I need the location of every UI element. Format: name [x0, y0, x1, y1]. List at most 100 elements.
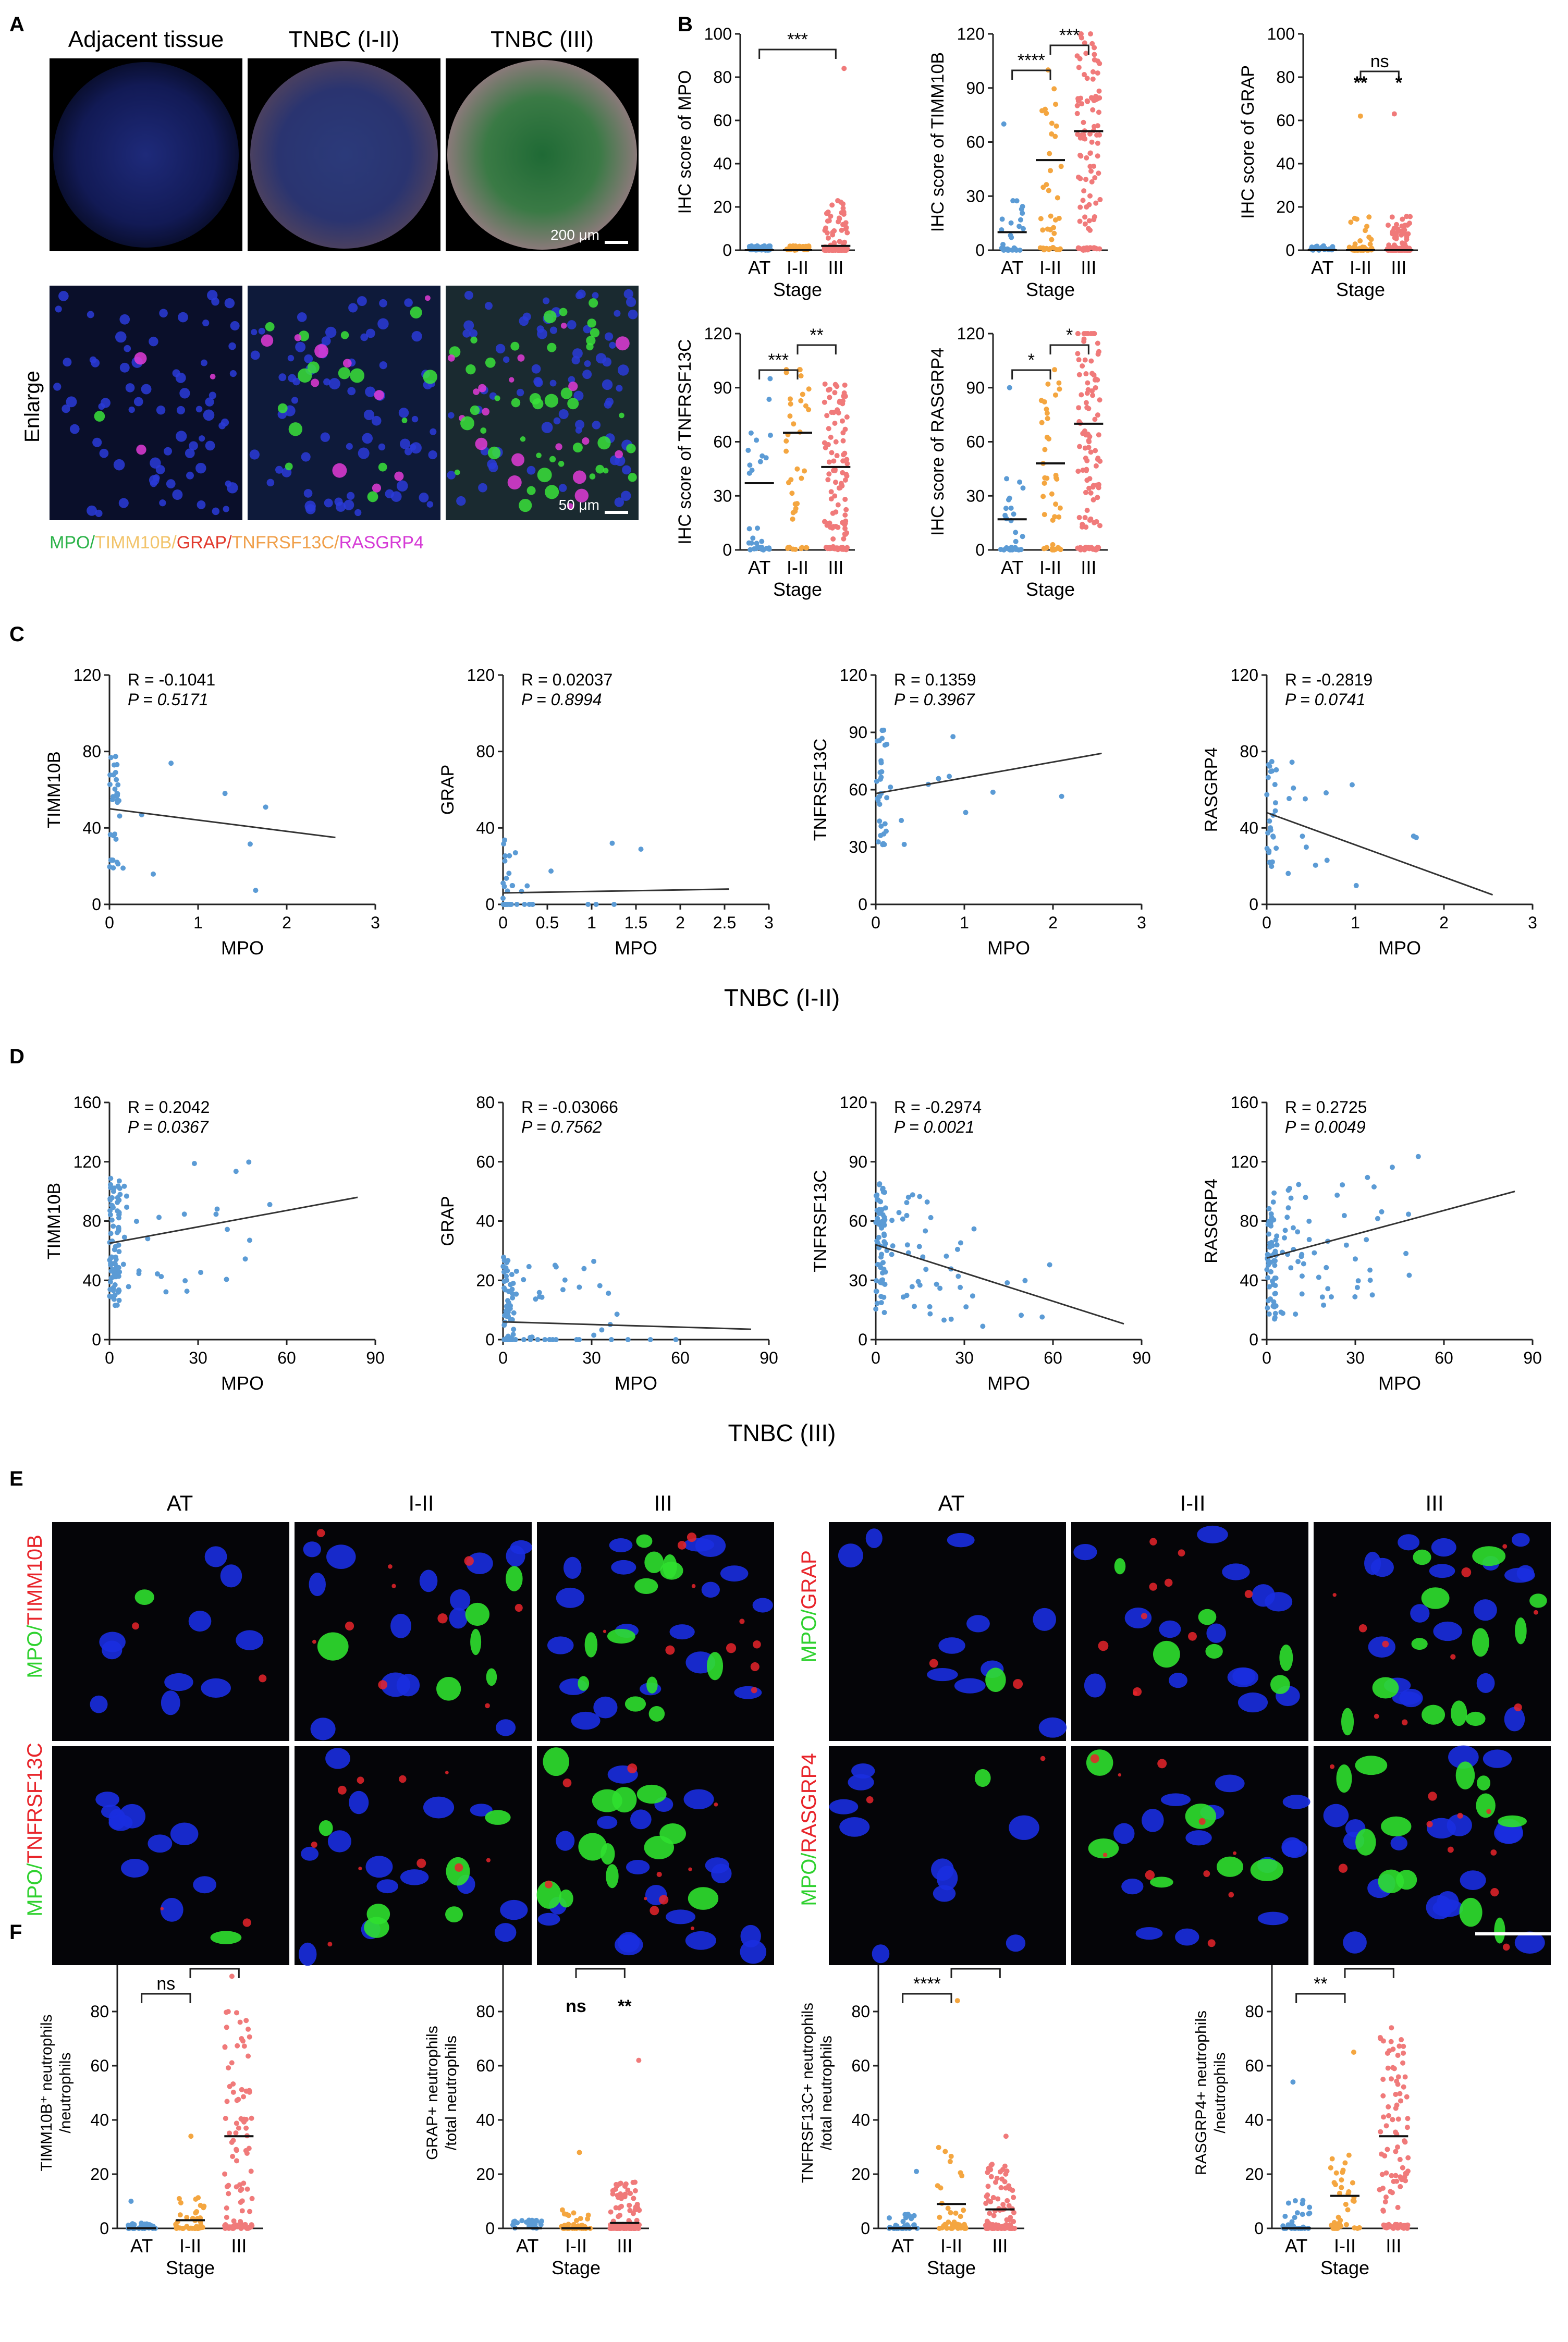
- data-point: [747, 462, 753, 468]
- data-point: [907, 2213, 913, 2219]
- stained-cell: [487, 446, 501, 460]
- data-point: [239, 2186, 244, 2192]
- nucleus: [179, 388, 190, 399]
- data-point: [597, 1283, 603, 1289]
- data-point: [1398, 2098, 1403, 2104]
- nucleus: [419, 493, 429, 502]
- data-point: [1055, 195, 1060, 201]
- data-point: [1270, 1282, 1276, 1288]
- y-tick-label: 120: [957, 324, 985, 343]
- data-point: [1400, 2060, 1406, 2066]
- data-point: [1272, 1262, 1278, 1268]
- data-point: [249, 2196, 255, 2201]
- nucleus: [1222, 1563, 1250, 1580]
- data-point: [1363, 228, 1368, 234]
- y-tick-label: 90: [713, 378, 732, 397]
- mpo-stain: [985, 1667, 1006, 1692]
- x-tick-label: 1: [1351, 913, 1360, 932]
- mpo-stain: [1086, 1749, 1113, 1776]
- nucleus: [346, 443, 353, 450]
- data-point: [154, 1271, 160, 1277]
- data-point: [900, 1216, 905, 1222]
- data-point: [1329, 2156, 1335, 2162]
- data-point: [1093, 245, 1098, 251]
- data-point: [880, 841, 886, 847]
- category-label: III: [1386, 2235, 1401, 2257]
- nucleus: [365, 328, 375, 338]
- data-point: [843, 471, 849, 477]
- marker-stain: [1165, 1578, 1173, 1587]
- nucleus: [575, 420, 585, 430]
- chart-f-13: 020406080100TIMM10B⁺ neutrophils/neutrop…: [38, 1948, 263, 2278]
- nucleus: [936, 1866, 958, 1891]
- data-point: [113, 754, 118, 759]
- data-point: [1076, 514, 1082, 520]
- y-tick-label: 60: [966, 433, 985, 451]
- data-point: [247, 2034, 252, 2040]
- data-point: [526, 2219, 532, 2225]
- category-label: I-II: [565, 2235, 587, 2257]
- nucleus: [149, 336, 158, 347]
- mpo-stain: [1455, 1761, 1475, 1789]
- data-point: [1002, 2179, 1008, 2185]
- data-point: [844, 461, 850, 467]
- data-point: [1352, 1294, 1358, 1299]
- data-point: [1095, 412, 1100, 418]
- data-point: [748, 547, 753, 553]
- nucleus: [752, 1598, 773, 1613]
- data-point: [606, 1291, 611, 1296]
- data-point: [560, 1287, 566, 1293]
- data-point: [941, 1317, 947, 1323]
- y-tick-label: 60: [713, 433, 732, 451]
- data-point: [1042, 447, 1048, 452]
- y-tick-label: 40: [82, 818, 101, 837]
- nucleus: [938, 1637, 965, 1654]
- data-point: [1339, 2177, 1344, 2183]
- stained-cell: [536, 452, 542, 458]
- data-point: [1280, 1310, 1285, 1316]
- y-tick-label: 30: [966, 187, 985, 205]
- nucleus: [484, 302, 493, 310]
- data-point: [1074, 53, 1080, 59]
- panel-label-b: B: [678, 13, 693, 36]
- data-point: [538, 2222, 544, 2227]
- nucleus: [229, 370, 237, 377]
- regression-line: [1266, 1191, 1515, 1259]
- nucleus: [547, 1636, 574, 1654]
- y-tick-label: 40: [1240, 818, 1258, 837]
- data-point: [508, 902, 514, 907]
- data-point: [222, 2044, 228, 2050]
- nucleus: [1160, 1793, 1191, 1806]
- data-point: [234, 2010, 239, 2016]
- data-point: [1395, 2081, 1401, 2087]
- data-point: [504, 1260, 510, 1266]
- panel-e-row-label-2: MPO/TNFRSF13C: [23, 1743, 46, 1916]
- data-point: [1325, 1286, 1331, 1292]
- data-point: [936, 2144, 941, 2150]
- data-point: [246, 2053, 251, 2059]
- nucleus: [614, 310, 621, 317]
- data-point: [510, 1295, 516, 1301]
- y-tick-label: 80: [713, 68, 732, 87]
- data-point: [1084, 508, 1090, 513]
- marker-stain: [656, 1871, 662, 1878]
- nucleus: [466, 1552, 493, 1574]
- data-point: [1014, 198, 1020, 204]
- data-point: [1406, 1272, 1412, 1278]
- nucleus: [133, 397, 143, 407]
- data-point: [510, 1291, 516, 1296]
- data-point: [1404, 237, 1410, 242]
- data-point: [1395, 2074, 1401, 2080]
- row3-red: GRAP: [798, 1550, 820, 1609]
- nucleus: [53, 383, 62, 391]
- data-point: [1084, 155, 1089, 161]
- data-point: [1393, 234, 1399, 240]
- stained-cell: [537, 468, 552, 483]
- regression-line: [875, 1244, 1124, 1325]
- y-tick-label: 40: [1276, 154, 1295, 173]
- data-point: [873, 1193, 879, 1198]
- data-point: [1269, 864, 1275, 869]
- data-point: [617, 2212, 623, 2218]
- data-point: [1340, 1182, 1345, 1188]
- nucleus: [354, 509, 362, 517]
